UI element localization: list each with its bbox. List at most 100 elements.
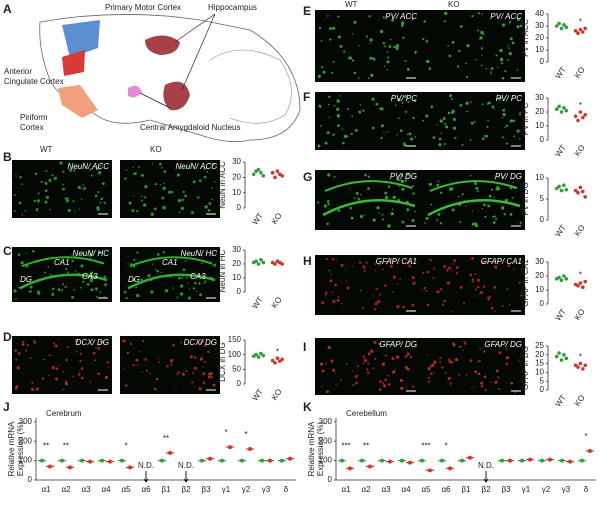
cell [201,254,203,257]
cell [508,303,511,306]
data-point [559,188,564,193]
cell [331,71,334,74]
cell [481,12,483,15]
micrograph [315,255,420,315]
micrograph [315,92,420,150]
cell [203,175,207,179]
cell [384,45,386,48]
x-tick-label: α5 [421,485,431,494]
cell [439,191,443,194]
micrograph-texture [14,161,106,216]
cell [182,190,185,194]
cell [490,67,494,70]
cell [499,58,504,62]
cell [86,283,90,286]
cell [520,294,523,297]
cell [507,264,511,268]
cell [125,169,128,171]
cell [362,109,365,112]
cell [14,349,17,352]
cell [170,191,174,194]
mean-point [520,458,524,463]
cell [44,200,48,204]
mean-point [40,458,44,463]
cell [151,162,154,164]
cell [97,171,102,175]
cell [502,108,506,112]
cell [95,167,99,171]
cell [62,370,65,373]
cell [325,362,327,365]
cell [519,138,521,140]
cell [198,179,202,182]
cell [372,126,375,130]
cell [138,166,140,168]
cell [408,264,412,268]
cell [129,342,132,346]
cell [430,259,433,262]
cell [141,195,143,198]
cell [490,71,492,73]
data-point [562,106,566,110]
amygdala-region [128,85,142,98]
cell [176,373,179,375]
cell [351,265,354,268]
x-tick-label: KO [573,143,587,158]
data-point [576,118,580,123]
cell [499,96,502,100]
cell [179,292,184,296]
cell [94,359,97,362]
cell [427,380,431,383]
cell [401,24,404,27]
cell [123,339,126,343]
mean-point [268,458,272,463]
cell [473,222,478,226]
cell [51,287,55,291]
cell [29,285,33,289]
cell [483,350,486,353]
cell [433,371,436,374]
cell [64,197,68,200]
cell [372,218,376,222]
chart-title: Cerebrum [46,409,82,418]
chart-title: Cerebellum [346,409,387,418]
mean-point [340,458,344,463]
x-tick-label: WT [250,387,265,402]
cell [502,117,504,119]
cell [427,366,431,371]
cell [382,382,384,385]
mean-point [208,456,212,461]
region-label: Anterior Cingulate Cortex [4,67,64,86]
cell [207,375,211,379]
cell [471,210,474,212]
y-tick-label: 30 [535,93,544,102]
cell [448,54,452,58]
data-point [576,365,580,369]
cell [65,358,68,362]
data-point [280,174,285,178]
cell [422,37,425,41]
cell [351,33,354,35]
cell [175,386,177,388]
cell [452,117,456,121]
cell [506,142,509,145]
cell [21,343,25,347]
cell [201,356,203,359]
x-tick-label: KO [270,295,284,310]
cell [426,270,429,274]
acc-region [62,50,85,76]
cell [79,208,81,211]
mean-point [420,458,424,463]
cell [438,143,442,147]
cell [487,204,491,208]
cell [375,287,378,290]
cell [203,282,206,285]
data-point [256,167,261,172]
cell [520,24,523,27]
data-point [557,21,561,26]
cell [436,219,439,222]
x-tick-label: α3 [381,485,391,494]
mean-point [388,459,392,464]
x-tick-label: β3 [201,485,211,494]
cell [17,352,21,355]
